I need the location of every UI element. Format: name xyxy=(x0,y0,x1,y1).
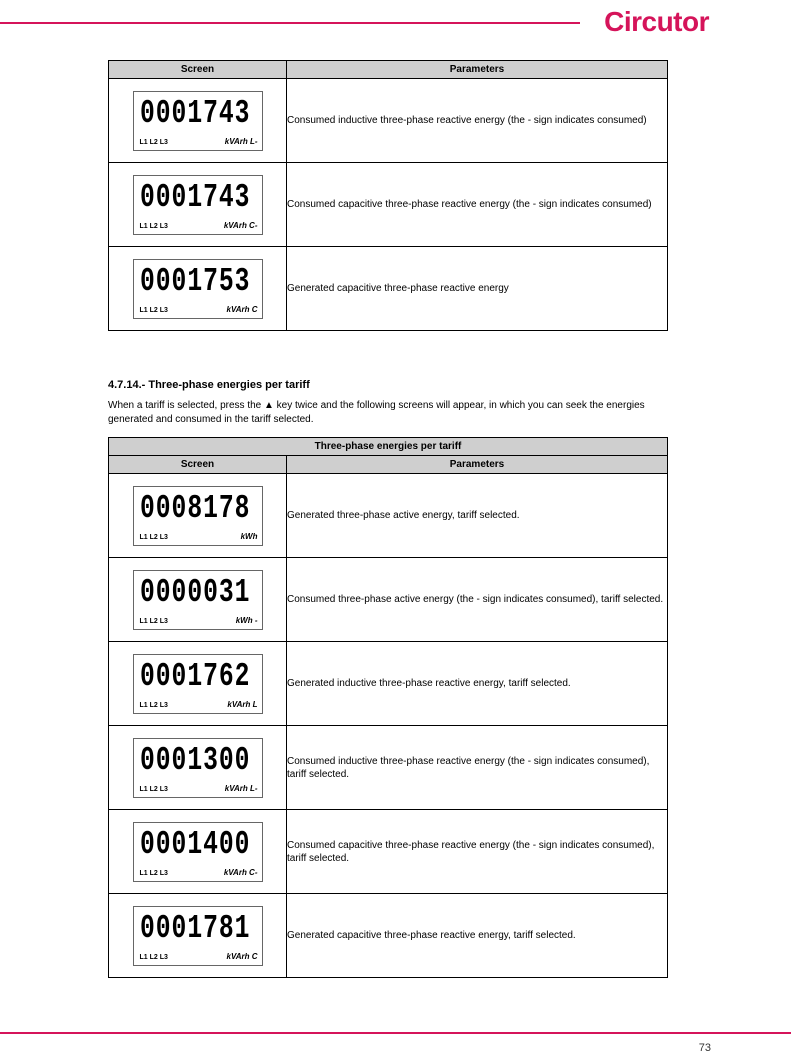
table-row: 0001781 L1 L2 L3 kVArh C Generated capac… xyxy=(109,894,668,978)
lcd-sub-row: L1 L2 L3 kWh - xyxy=(140,616,258,625)
table-header-row: Screen Parameters xyxy=(109,61,668,79)
desc-cell: Consumed capacitive three-phase reactive… xyxy=(287,810,668,894)
lcd-sub-row: L1 L2 L3 kVArh L- xyxy=(140,784,258,793)
lcd-cell: 0000031 L1 L2 L3 kWh - xyxy=(109,558,287,642)
page-content: Screen Parameters 0001743 L1 L2 L3 kVArh… xyxy=(108,60,668,978)
lcd-unit: kWh xyxy=(241,532,258,541)
lcd-cell: 0001300 L1 L2 L3 kVArh L- xyxy=(109,726,287,810)
lcd-digits: 0001753 xyxy=(140,264,250,298)
lcd-unit: kVArh C- xyxy=(224,868,258,877)
table-row: 0001743 L1 L2 L3 kVArh C- Consumed capac… xyxy=(109,163,668,247)
lcd-cell: 0001743 L1 L2 L3 kVArh C- xyxy=(109,163,287,247)
lcd-digits: 0000031 xyxy=(140,575,250,609)
lcd-unit: kVArh C- xyxy=(224,221,258,230)
lcd-phases: L1 L2 L3 xyxy=(140,223,168,230)
table-row: 0008178 L1 L2 L3 kWh Generated three-pha… xyxy=(109,474,668,558)
lcd-phases: L1 L2 L3 xyxy=(140,534,168,541)
table-row: 0001300 L1 L2 L3 kVArh L- Consumed induc… xyxy=(109,726,668,810)
table-title: Three-phase energies per tariff xyxy=(109,438,668,456)
lcd-sub-row: L1 L2 L3 kVArh C xyxy=(140,952,258,961)
lcd-digits: 0001300 xyxy=(140,743,250,777)
lcd-sub-row: L1 L2 L3 kVArh L- xyxy=(140,137,258,146)
desc-cell: Consumed three-phase active energy (the … xyxy=(287,558,668,642)
lcd-panel: 0001300 L1 L2 L3 kVArh L- xyxy=(133,738,263,798)
lcd-unit: kVArh L- xyxy=(225,784,258,793)
desc-cell: Generated three-phase active energy, tar… xyxy=(287,474,668,558)
lcd-unit: kVArh C xyxy=(227,952,258,961)
lcd-digits: 0001743 xyxy=(140,180,250,214)
lcd-panel: 0001781 L1 L2 L3 kVArh C xyxy=(133,906,263,966)
col-header-params: Parameters xyxy=(287,456,668,474)
lcd-digits: 0001743 xyxy=(140,96,250,130)
lcd-unit: kVArh C xyxy=(227,305,258,314)
energies-table-2: Three-phase energies per tariff Screen P… xyxy=(108,437,668,978)
lcd-phases: L1 L2 L3 xyxy=(140,786,168,793)
table-row: 0001762 L1 L2 L3 kVArh L Generated induc… xyxy=(109,642,668,726)
header-divider xyxy=(0,22,580,24)
lcd-sub-row: L1 L2 L3 kVArh C xyxy=(140,305,258,314)
lcd-sub-row: L1 L2 L3 kVArh L xyxy=(140,700,258,709)
lcd-panel: 0000031 L1 L2 L3 kWh - xyxy=(133,570,263,630)
table-header-row: Screen Parameters xyxy=(109,456,668,474)
lcd-cell: 0008178 L1 L2 L3 kWh xyxy=(109,474,287,558)
lcd-cell: 0001753 L1 L2 L3 kVArh C xyxy=(109,247,287,331)
page-number: 73 xyxy=(699,1042,711,1054)
section-body: When a tariff is selected, press the ▲ k… xyxy=(108,399,668,427)
lcd-cell: 0001400 L1 L2 L3 kVArh C- xyxy=(109,810,287,894)
desc-cell: Consumed capacitive three-phase reactive… xyxy=(287,163,668,247)
desc-cell: Generated capacitive three-phase reactiv… xyxy=(287,894,668,978)
desc-cell: Consumed inductive three-phase reactive … xyxy=(287,79,668,163)
lcd-digits: 0001400 xyxy=(140,827,250,861)
lcd-sub-row: L1 L2 L3 kWh xyxy=(140,532,258,541)
col-header-screen: Screen xyxy=(109,456,287,474)
lcd-digits: 0001781 xyxy=(140,911,250,945)
lcd-sub-row: L1 L2 L3 kVArh C- xyxy=(140,221,258,230)
lcd-digits: 0008178 xyxy=(140,491,250,525)
lcd-panel: 0008178 L1 L2 L3 kWh xyxy=(133,486,263,546)
brand-logo: Circutor xyxy=(604,6,709,38)
lcd-phases: L1 L2 L3 xyxy=(140,954,168,961)
table-row: 0001743 L1 L2 L3 kVArh L- Consumed induc… xyxy=(109,79,668,163)
lcd-phases: L1 L2 L3 xyxy=(140,139,168,146)
lcd-panel: 0001743 L1 L2 L3 kVArh L- xyxy=(133,91,263,151)
desc-cell: Generated inductive three-phase reactive… xyxy=(287,642,668,726)
lcd-panel: 0001400 L1 L2 L3 kVArh C- xyxy=(133,822,263,882)
lcd-phases: L1 L2 L3 xyxy=(140,870,168,877)
energies-table-1: Screen Parameters 0001743 L1 L2 L3 kVArh… xyxy=(108,60,668,331)
lcd-digits: 0001762 xyxy=(140,659,250,693)
table-title-row: Three-phase energies per tariff xyxy=(109,438,668,456)
col-header-params: Parameters xyxy=(287,61,668,79)
lcd-unit: kWh - xyxy=(236,616,258,625)
desc-cell: Consumed inductive three-phase reactive … xyxy=(287,726,668,810)
lcd-phases: L1 L2 L3 xyxy=(140,307,168,314)
lcd-cell: 0001781 L1 L2 L3 kVArh C xyxy=(109,894,287,978)
lcd-unit: kVArh L- xyxy=(225,137,258,146)
lcd-phases: L1 L2 L3 xyxy=(140,618,168,625)
lcd-cell: 0001762 L1 L2 L3 kVArh L xyxy=(109,642,287,726)
table-row: 0000031 L1 L2 L3 kWh - Consumed three-ph… xyxy=(109,558,668,642)
lcd-unit: kVArh L xyxy=(227,700,257,709)
lcd-panel: 0001753 L1 L2 L3 kVArh C xyxy=(133,259,263,319)
lcd-phases: L1 L2 L3 xyxy=(140,702,168,709)
col-header-screen: Screen xyxy=(109,61,287,79)
lcd-panel: 0001743 L1 L2 L3 kVArh C- xyxy=(133,175,263,235)
desc-cell: Generated capacitive three-phase reactiv… xyxy=(287,247,668,331)
footer-divider xyxy=(0,1032,791,1034)
lcd-panel: 0001762 L1 L2 L3 kVArh L xyxy=(133,654,263,714)
table-row: 0001400 L1 L2 L3 kVArh C- Consumed capac… xyxy=(109,810,668,894)
table-row: 0001753 L1 L2 L3 kVArh C Generated capac… xyxy=(109,247,668,331)
lcd-sub-row: L1 L2 L3 kVArh C- xyxy=(140,868,258,877)
section-heading: 4.7.14.- Three-phase energies per tariff xyxy=(108,379,668,391)
lcd-cell: 0001743 L1 L2 L3 kVArh L- xyxy=(109,79,287,163)
